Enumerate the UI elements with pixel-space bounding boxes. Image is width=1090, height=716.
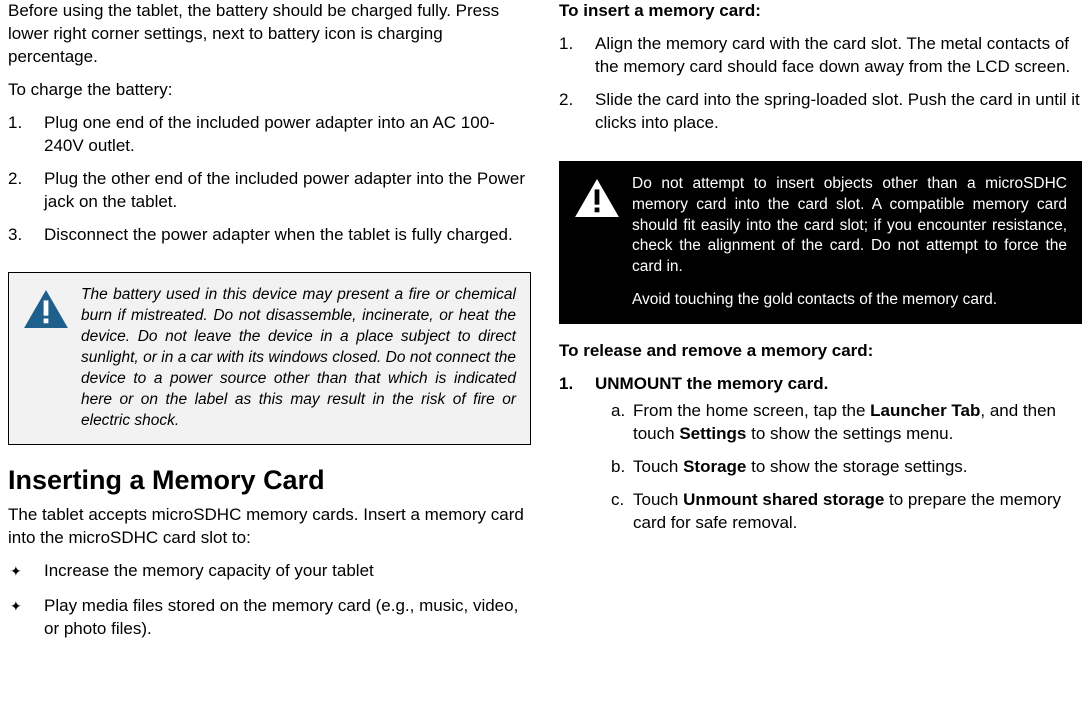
insert-header: To insert a memory card: bbox=[559, 0, 1082, 23]
settings-bold: Settings bbox=[679, 424, 746, 443]
sub-b-t2: to show the storage settings. bbox=[746, 457, 967, 476]
launcher-tab-bold: Launcher Tab bbox=[870, 401, 980, 420]
right-column: To insert a memory card: Align the memor… bbox=[559, 0, 1082, 653]
sub-a: a. From the home screen, tap the Launche… bbox=[611, 400, 1082, 446]
unmount-storage-bold: Unmount shared storage bbox=[683, 490, 884, 509]
sub-b: b. Touch Storage to show the storage set… bbox=[611, 456, 1082, 479]
warning-icon bbox=[574, 178, 620, 218]
to-charge-label: To charge the battery: bbox=[8, 79, 531, 102]
memory-intro: The tablet accepts microSDHC memory card… bbox=[8, 504, 531, 550]
sub-a-t3: to show the settings menu. bbox=[746, 424, 953, 443]
insert-step-1: Align the memory card with the card slot… bbox=[559, 33, 1082, 79]
page: Before using the tablet, the battery sho… bbox=[0, 0, 1090, 653]
warning-icon bbox=[23, 289, 69, 329]
battery-warning-box: The battery used in this device may pres… bbox=[8, 272, 531, 444]
memory-bullet-2: Play media files stored on the memory ca… bbox=[8, 595, 531, 641]
sub-c-marker: c. bbox=[611, 489, 624, 512]
sub-c-t1: Touch bbox=[633, 490, 683, 509]
unmount-sublist: a. From the home screen, tap the Launche… bbox=[595, 400, 1082, 535]
card-warning-text: Do not attempt to insert objects other t… bbox=[632, 174, 1067, 312]
memory-bullets: Increase the memory capacity of your tab… bbox=[8, 560, 531, 653]
release-step-unmount: UNMOUNT the memory card. a. From the hom… bbox=[559, 373, 1082, 535]
card-warning-line1: Do not attempt to insert objects other t… bbox=[632, 174, 1067, 279]
card-warning-box: Do not attempt to insert objects other t… bbox=[559, 161, 1082, 325]
sub-a-t1: From the home screen, tap the bbox=[633, 401, 870, 420]
release-steps: UNMOUNT the memory card. a. From the hom… bbox=[559, 373, 1082, 545]
sub-b-t1: Touch bbox=[633, 457, 683, 476]
charge-step-3: Disconnect the power adapter when the ta… bbox=[8, 224, 531, 247]
insert-step-2: Slide the card into the spring-loaded sl… bbox=[559, 89, 1082, 135]
unmount-label: UNMOUNT the memory card. bbox=[595, 374, 828, 393]
sub-a-marker: a. bbox=[611, 400, 625, 423]
section-heading-memory: Inserting a Memory Card bbox=[8, 465, 531, 496]
card-warning-line2: Avoid touching the gold contacts of the … bbox=[632, 290, 1067, 311]
storage-bold: Storage bbox=[683, 457, 746, 476]
charge-step-2: Plug the other end of the included power… bbox=[8, 168, 531, 214]
charge-step-1: Plug one end of the included power adapt… bbox=[8, 112, 531, 158]
insert-steps: Align the memory card with the card slot… bbox=[559, 33, 1082, 145]
sub-b-marker: b. bbox=[611, 456, 625, 479]
memory-bullet-1: Increase the memory capacity of your tab… bbox=[8, 560, 531, 583]
battery-warning-text: The battery used in this device may pres… bbox=[81, 285, 516, 431]
release-header: To release and remove a memory card: bbox=[559, 340, 1082, 363]
charge-steps: Plug one end of the included power adapt… bbox=[8, 112, 531, 257]
intro-text: Before using the tablet, the battery sho… bbox=[8, 0, 531, 69]
sub-c: c. Touch Unmount shared storage to prepa… bbox=[611, 489, 1082, 535]
left-column: Before using the tablet, the battery sho… bbox=[8, 0, 531, 653]
